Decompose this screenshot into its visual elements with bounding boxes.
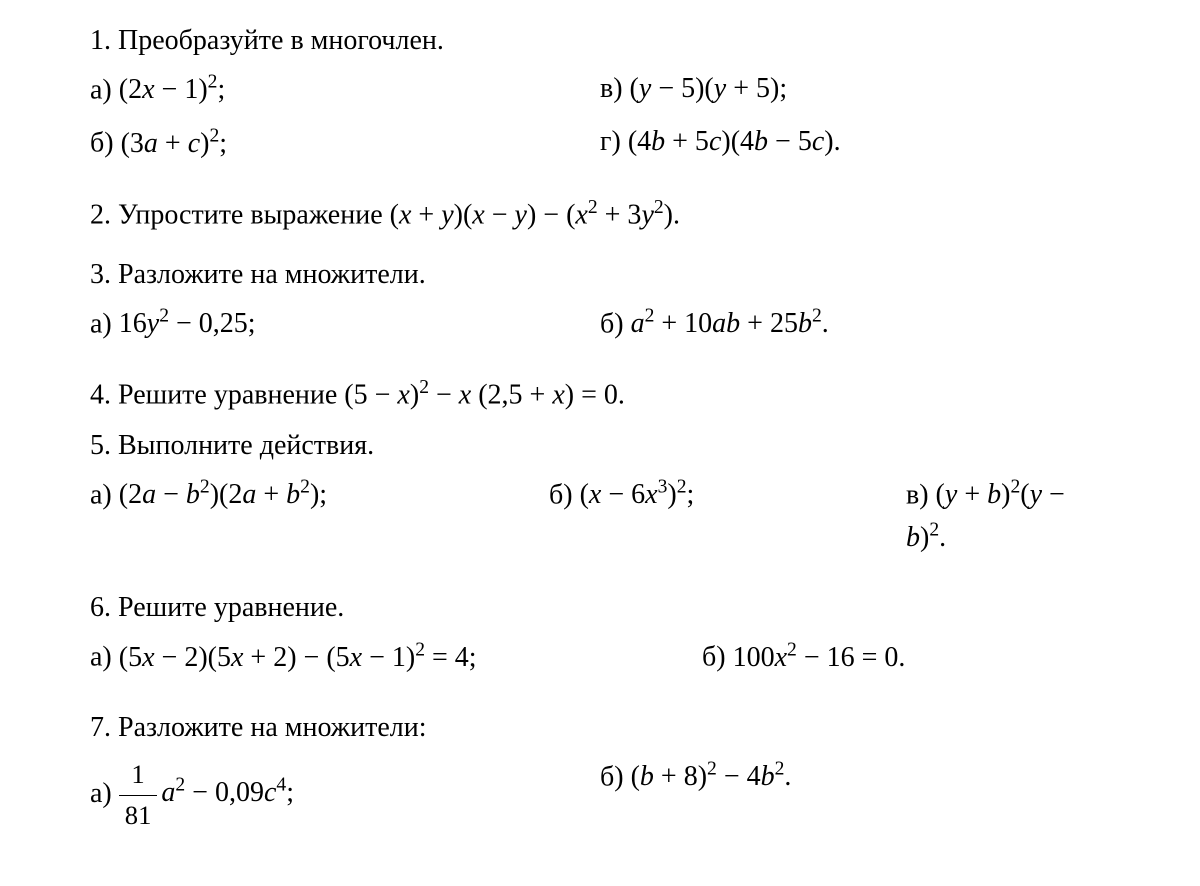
problem-2-text: 2. Упростите выражение (x + y)(x − y) − …	[90, 193, 1110, 236]
problem-5-item-b: б) (x − 6x3)2;	[549, 473, 906, 560]
problem-3-item-b: б) a2 + 10ab + 25b2.	[600, 302, 1110, 345]
fraction: 181	[119, 755, 158, 836]
problem-4: 4. Решите уравнение (5 − x)2 − x (2,5 + …	[90, 373, 1110, 416]
problem-1: 1. Преобразуйте в многочлен. а) (2x − 1)…	[90, 20, 1110, 175]
problem-5-item-v: в) (y + b)2(y − b)2.	[906, 473, 1110, 560]
item-expression: (3a + c)2;	[121, 128, 227, 159]
problem-5: 5. Выполните действия. а) (2a − b2)(2a +…	[90, 425, 1110, 570]
item-label: б)	[600, 308, 631, 339]
problem-3: 3. Разложите на множители. а) 16y2 − 0,2…	[90, 254, 1110, 355]
item-label: б)	[600, 761, 631, 792]
problem-5-title: 5. Выполните действия.	[90, 425, 1110, 467]
item-expression: a2 + 10ab + 25b2.	[631, 308, 829, 339]
item-label: а)	[90, 777, 119, 808]
item-label: г)	[600, 126, 628, 157]
item-label: в)	[600, 73, 630, 104]
problem-3-title: 3. Разложите на множители.	[90, 254, 1110, 296]
item-expression: (b + 8)2 − 4b2.	[631, 761, 792, 792]
item-expression: (5x − 2)(5x + 2) − (5x − 1)2 = 4;	[119, 642, 477, 673]
item-label: а)	[90, 74, 119, 105]
item-expression: (2a − b2)(2a + b2);	[119, 479, 327, 510]
problem-6-item-b: б) 100x2 − 16 = 0.	[702, 635, 1110, 678]
problem-7: 7. Разложите на множители: а) 181a2 − 0,…	[90, 707, 1110, 846]
problem-1-item-a: а) (2x − 1)2;	[90, 68, 600, 111]
item-label: б)	[702, 642, 733, 673]
item-label: б)	[90, 128, 121, 159]
item-expression: a2 − 0,09c4;	[161, 777, 294, 808]
problem-6-title: 6. Решите уравнение.	[90, 587, 1110, 629]
item-expression: (y − 5)(y + 5);	[630, 73, 788, 104]
problem-1-item-v: в) (y − 5)(y + 5);	[600, 68, 1110, 111]
problem-4-text: 4. Решите уравнение (5 − x)2 − x (2,5 + …	[90, 373, 1110, 416]
problem-1-item-b: б) (3a + c)2;	[90, 121, 600, 164]
item-label: а)	[90, 642, 119, 673]
fraction-denominator: 81	[119, 796, 158, 836]
problem-2: 2. Упростите выражение (x + y)(x − y) − …	[90, 193, 1110, 236]
item-expression: 100x2 − 16 = 0.	[733, 642, 906, 673]
item-label: а)	[90, 308, 119, 339]
problem-6: 6. Решите уравнение. а) (5x − 2)(5x + 2)…	[90, 587, 1110, 688]
problem-1-title: 1. Преобразуйте в многочлен.	[90, 20, 1110, 62]
problem-5-item-a: а) (2a − b2)(2a + b2);	[90, 473, 549, 560]
problem-7-title: 7. Разложите на множители:	[90, 707, 1110, 749]
problem-6-item-a: а) (5x − 2)(5x + 2) − (5x − 1)2 = 4;	[90, 635, 702, 678]
problem-7-item-a: а) 181a2 − 0,09c4;	[90, 755, 600, 836]
problem-7-item-b: б) (b + 8)2 − 4b2.	[600, 755, 1110, 836]
item-label: в)	[906, 479, 936, 510]
item-expression: (4b + 5c)(4b − 5c).	[628, 126, 841, 157]
problem-1-item-g: г) (4b + 5c)(4b − 5c).	[600, 121, 1110, 164]
fraction-numerator: 1	[119, 755, 158, 796]
item-expression: (x − 6x3)2;	[580, 479, 695, 510]
item-expression: 16y2 − 0,25;	[119, 308, 256, 339]
problem-3-item-a: а) 16y2 − 0,25;	[90, 302, 600, 345]
item-label: б)	[549, 479, 580, 510]
item-expression: (2x − 1)2;	[119, 74, 225, 105]
item-label: а)	[90, 479, 119, 510]
